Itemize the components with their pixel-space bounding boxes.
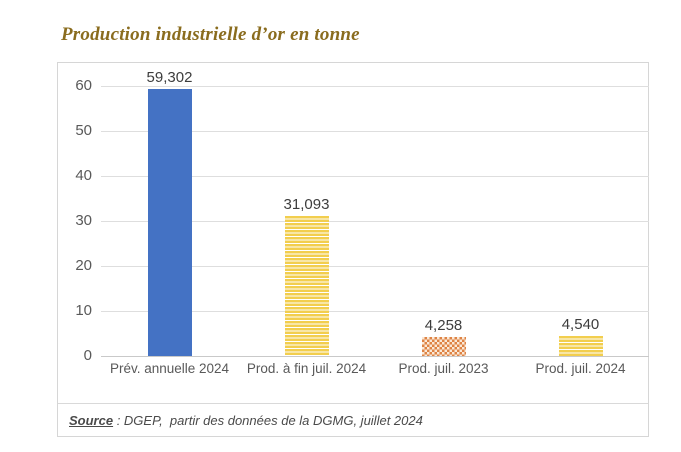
x-axis-label: Prév. annuelle 2024 bbox=[109, 361, 230, 376]
gridline bbox=[101, 356, 649, 357]
gridline bbox=[101, 266, 649, 267]
bar-3 bbox=[421, 336, 466, 356]
x-axis-label: Prod. juil. 2023 bbox=[398, 361, 489, 376]
plot-area: 59,302 31,093 4,258 4,540 bbox=[101, 69, 649, 357]
bar-value-label: 59,302 bbox=[146, 69, 193, 87]
x-axis-label: Prod. à fin juil. 2024 bbox=[246, 361, 367, 376]
gridline bbox=[101, 176, 649, 177]
chart-title: Production industrielle d’or en tonne bbox=[61, 24, 360, 45]
y-tick-label: 40 bbox=[75, 167, 92, 184]
y-tick-label: 30 bbox=[75, 212, 92, 229]
source-label: Source bbox=[69, 413, 114, 428]
bar-value-label: 4,540 bbox=[561, 315, 600, 333]
source-note: Source : DGEP, partir des données de la … bbox=[58, 403, 648, 428]
bar-2 bbox=[284, 216, 329, 356]
y-tick-label: 10 bbox=[75, 302, 92, 319]
bar-value-label: 4,258 bbox=[424, 316, 463, 334]
y-tick-label: 20 bbox=[75, 257, 92, 274]
gridline bbox=[101, 131, 649, 132]
y-tick-label: 60 bbox=[75, 77, 92, 94]
gridline bbox=[101, 86, 649, 87]
gridline bbox=[101, 221, 649, 222]
bar-value-label: 31,093 bbox=[283, 196, 330, 214]
y-tick-label: 0 bbox=[83, 347, 92, 364]
y-tick-label: 50 bbox=[75, 122, 92, 139]
source-text: : DGEP, partir des données de la DGMG, j… bbox=[113, 413, 423, 428]
x-axis-label: Prod. juil. 2024 bbox=[535, 361, 626, 376]
chart-container: 59,302 31,093 4,258 4,540 0 10 20 30 40 50 60 Pré… bbox=[57, 62, 649, 437]
bar-4 bbox=[558, 335, 603, 356]
gridline bbox=[101, 311, 649, 312]
bar-1 bbox=[147, 89, 192, 356]
